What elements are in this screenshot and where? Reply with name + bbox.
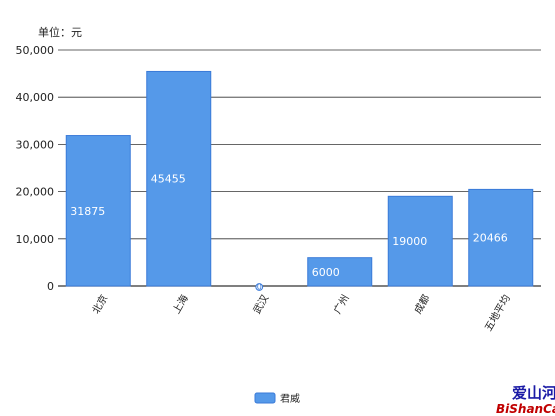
data-label: 45455 [151, 173, 186, 186]
legend-label: 君威 [280, 392, 300, 405]
bar [387, 195, 453, 287]
x-tick-label: 上海 [170, 292, 191, 316]
x-tick-label: 成都 [412, 293, 432, 316]
x-tick-label: 北京 [89, 292, 110, 316]
y-tick-label: 0 [47, 280, 54, 293]
data-label: 6000 [312, 266, 340, 279]
y-tick-label: 10,000 [16, 233, 55, 246]
x-tick-label: 广州 [332, 293, 352, 316]
legend-swatch [254, 392, 276, 404]
grid-lines [58, 49, 541, 287]
unit-label: 单位：元 [38, 25, 82, 39]
bar [468, 188, 534, 287]
x-tick-label: 武汉 [250, 292, 271, 316]
bar [65, 135, 131, 287]
data-label: 19000 [392, 235, 427, 248]
y-tick-label: 30,000 [16, 138, 55, 151]
zero-marker [255, 283, 264, 291]
data-label: 0 [257, 283, 262, 292]
watermark: 爱山河 BiShanCar [496, 384, 555, 416]
watermark-cn: 爱山河 [512, 384, 555, 402]
x-tick-label: 五地平均 [482, 292, 513, 333]
data-label: 20466 [473, 232, 508, 245]
legend: 君威 [254, 392, 300, 405]
y-tick-label: 20,000 [16, 186, 55, 199]
y-axis: 0 10,000 20,000 30,000 40,000 50,000 [16, 44, 55, 293]
x-axis: 北京 上海 武汉 广州 成都 五地平均 [89, 292, 513, 333]
bar [146, 70, 212, 287]
bar-series: 31875 45455 0 6000 19000 20466 [65, 70, 534, 292]
data-label: 31875 [70, 205, 105, 218]
watermark-en: BiShanCar [496, 402, 555, 416]
bar [307, 257, 373, 287]
y-tick-label: 40,000 [16, 91, 55, 104]
y-tick-label: 50,000 [16, 44, 55, 57]
